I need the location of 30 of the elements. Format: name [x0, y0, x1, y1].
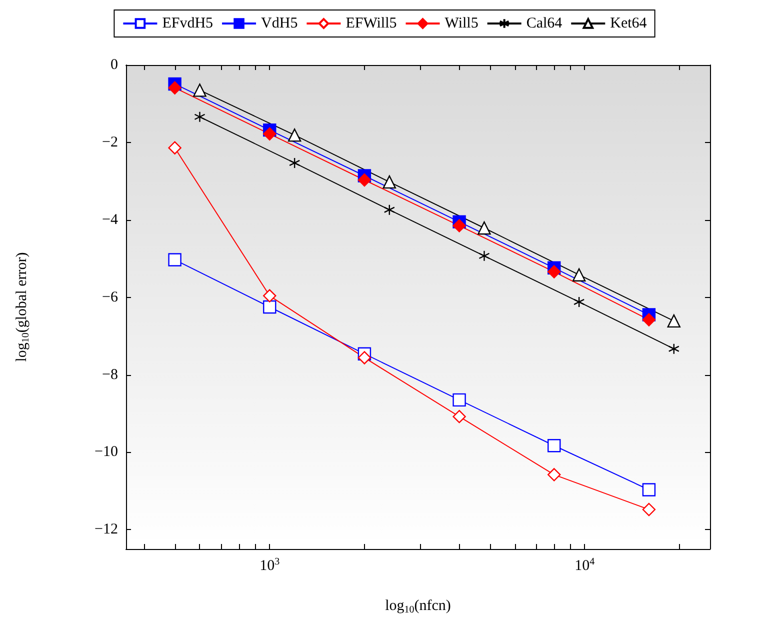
y-tick-label: −6 — [102, 289, 118, 306]
legend-label: EFvdH5 — [162, 16, 214, 32]
point — [642, 313, 656, 326]
point — [452, 219, 466, 232]
point — [358, 173, 372, 187]
legend-label: EFWill5 — [346, 16, 397, 32]
legend-label: VdH5 — [261, 16, 298, 32]
legend-label: Will5 — [444, 16, 478, 32]
point — [263, 300, 276, 314]
point — [358, 351, 372, 364]
y-tick-label: −4 — [102, 212, 118, 228]
point — [452, 410, 466, 424]
point — [168, 81, 182, 94]
y-tick-label: 0 — [110, 57, 118, 73]
y-axis-title: log10(global error) — [14, 252, 32, 362]
point — [548, 439, 561, 452]
point — [168, 253, 182, 266]
y-tick-label: −10 — [94, 444, 118, 460]
point — [263, 289, 276, 302]
legend-label: Cal64 — [526, 16, 563, 32]
point — [642, 502, 656, 516]
point — [168, 141, 182, 154]
point — [263, 127, 276, 141]
point — [548, 468, 561, 482]
y-tick-label: −2 — [102, 134, 118, 150]
point — [452, 393, 466, 407]
legend-label: Ket64 — [610, 16, 648, 32]
y-tick-label: −12 — [94, 522, 118, 538]
point — [548, 265, 561, 278]
y-tick-label: −8 — [102, 366, 118, 383]
